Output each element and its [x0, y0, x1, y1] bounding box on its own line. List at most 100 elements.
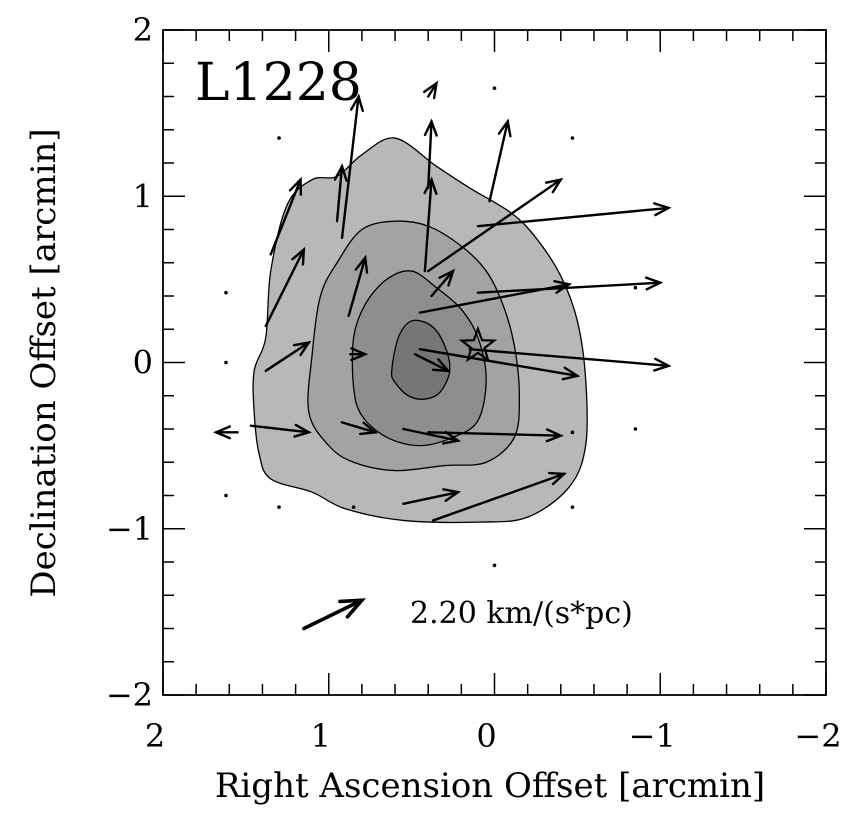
gradient-vector-21-head — [359, 421, 379, 436]
gradient-vector-1 — [269, 176, 303, 256]
gradient-vector-22 — [212, 425, 239, 440]
x-tick-label: 2 — [145, 717, 165, 755]
gradient-vector-19-shaft — [468, 348, 670, 368]
data-dot-12 — [570, 505, 575, 509]
scale-vector — [302, 598, 367, 631]
gradient-vector-23-shaft — [402, 427, 460, 442]
gradient-vector-10 — [488, 118, 512, 203]
gradient-vector-17-shaft — [413, 352, 450, 373]
gradient-vector-14-shaft — [476, 281, 662, 294]
gradient-vector-26-head — [547, 471, 568, 486]
gradient-vector-5-shaft — [347, 256, 367, 318]
data-dot-3 — [570, 136, 575, 140]
gradient-vector-2-shaft — [264, 248, 306, 328]
data-dot-4 — [224, 290, 228, 295]
gradient-vector-20-head — [293, 423, 312, 438]
gradient-vector-18-head — [561, 366, 581, 381]
gradient-vector-15-shaft — [264, 341, 311, 373]
gradient-vector-7 — [423, 176, 438, 273]
gradient-vector-17-head — [431, 358, 451, 373]
tick-layer — [162, 29, 827, 696]
gradient-vector-8-shaft — [430, 269, 455, 298]
gradient-vector-4 — [333, 163, 348, 223]
gradient-vector-26 — [431, 471, 568, 522]
gradient-vector-24 — [427, 428, 564, 443]
star-marker — [458, 325, 498, 363]
gradient-vector-8-head — [438, 268, 456, 287]
gradient-vector-16 — [349, 347, 369, 362]
contour-level-4 — [390, 319, 451, 400]
x-tick-label: −1 — [629, 717, 676, 755]
panel-label: L1228 — [195, 53, 362, 113]
x-axis-title: Right Ascension Offset [arcmin] — [215, 766, 765, 806]
gradient-vector-23 — [402, 427, 462, 445]
gradient-vector-15-head — [292, 340, 312, 357]
gradient-vector-2 — [264, 246, 306, 328]
gradient-vector-5-head — [354, 254, 369, 274]
gradient-vector-10-shaft — [488, 120, 509, 203]
gradient-vector-26-shaft — [431, 472, 566, 522]
scale-vector-label: 2.20 km/(s*pc) — [410, 596, 633, 631]
y-tick-label: 2 — [133, 11, 153, 49]
gradient-vector-21-shaft — [340, 421, 377, 434]
gradient-vector-1-shaft — [269, 178, 302, 256]
data-dot-5 — [633, 285, 638, 290]
gradient-vector-11-head — [544, 177, 564, 194]
gradient-vector-12-shaft — [476, 206, 670, 228]
gradient-vector-4-shaft — [335, 165, 344, 223]
gradient-vector-19 — [468, 348, 672, 372]
data-dot-11 — [351, 505, 356, 509]
data-dot-6 — [224, 360, 228, 365]
data-dot-1 — [277, 136, 281, 140]
gradient-vector-24-shaft — [427, 431, 562, 437]
scale-vector-arrow-shaft — [302, 598, 364, 631]
gradient-vector-22-head — [212, 425, 232, 440]
gradient-vector-10-head — [497, 118, 512, 138]
gradient-vector-12-head — [653, 202, 672, 217]
data-dot-9 — [224, 493, 228, 498]
scale-vector-arrow — [302, 598, 367, 631]
x-tick-label: 1 — [311, 717, 331, 755]
gradient-vector-25 — [402, 488, 462, 506]
gradient-vector-3-shaft — [340, 95, 360, 240]
gradient-vector-13-head — [553, 279, 573, 294]
gradient-vector-6-shaft — [427, 120, 433, 190]
gradient-vector-9-head — [423, 80, 439, 100]
gradient-vector-3 — [340, 93, 364, 240]
y-tick-label: −1 — [106, 510, 153, 548]
gradient-vector-20 — [249, 423, 312, 438]
vector-layer — [212, 80, 672, 522]
gradient-vector-7-head — [423, 176, 438, 196]
gradient-vector-14-head — [644, 276, 664, 291]
gradient-vector-16-head — [350, 347, 369, 362]
y-tick-label: 1 — [133, 177, 153, 215]
gradient-vector-15 — [264, 340, 312, 373]
gradient-vector-23-head — [442, 430, 462, 445]
gradient-vector-1-head — [288, 176, 303, 196]
x-tick-label: 0 — [476, 717, 496, 755]
gradient-vector-25-shaft — [402, 490, 460, 506]
y-axis-title: Declination Offset [arcmin] — [24, 128, 64, 597]
gradient-vector-7-shaft — [423, 178, 433, 273]
gradient-vector-19-head — [653, 357, 672, 372]
gradient-vector-24-head — [545, 428, 564, 443]
scale-vector-arrow-head — [338, 598, 367, 619]
gradient-vector-20-shaft — [249, 424, 311, 434]
data-dot-8 — [633, 427, 638, 431]
gradient-vector-12 — [476, 202, 672, 228]
gradient-vector-18 — [418, 348, 581, 381]
gradient-vector-14 — [476, 276, 664, 294]
gradient-vector-17 — [413, 352, 451, 373]
y-tick-label: −2 — [106, 676, 153, 714]
gradient-vector-9 — [423, 80, 439, 100]
gradient-vector-6 — [423, 118, 438, 190]
gradient-vector-25-head — [442, 488, 462, 502]
y-tick-label: 0 — [133, 344, 153, 382]
gradient-vector-18-shaft — [418, 348, 579, 377]
data-dot-7 — [570, 430, 575, 435]
gradient-vector-2-head — [291, 246, 306, 266]
data-dot-10 — [277, 505, 281, 509]
gradient-vector-4-head — [333, 163, 348, 182]
